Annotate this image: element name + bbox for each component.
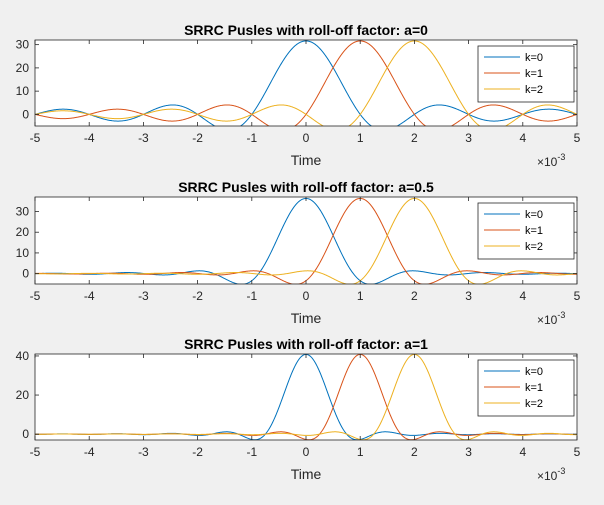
x-tick-label: 2 [411,289,418,303]
exponent-base: ×10 [537,313,558,327]
x-tick-label: 3 [465,131,472,145]
chart-title: SRRC Pusles with roll-off factor: a=0.5 [178,179,434,195]
x-tick-label: -4 [84,445,95,459]
subplot-1: SRRC Pusles with roll-off factor: a=0 -5 -… [16,22,581,169]
series-line-k2 [35,354,577,440]
x-tick-label: -4 [84,289,95,303]
x-tick-label: -2 [192,445,203,459]
legend-box [477,202,575,260]
x-tick-label: 3 [465,289,472,303]
x-tick-label: 5 [574,289,581,303]
x-tick-label: 3 [465,445,472,459]
y-tick-label: 30 [16,38,30,52]
x-tick-label: 1 [357,131,364,145]
subplot-3: SRRC Pusles with roll-off factor: a=1 -5 -… [16,336,581,483]
legend-entry-label: k=2 [525,398,543,410]
y-tick-label: 30 [16,205,30,219]
legend: k=0 k=1 k=2 [477,45,575,103]
legend-box [477,359,575,417]
y-tick-label: 0 [22,267,29,281]
x-tick-label: 1 [357,445,364,459]
x-tick-label: -1 [246,289,257,303]
x-tick-label: 2 [411,131,418,145]
x-tick-label: 1 [357,289,364,303]
legend: k=0 k=1 k=2 [477,202,575,260]
exponent-power: -3 [557,466,565,476]
x-tick-label: -1 [246,131,257,145]
x-exponent-label: ×10-3 [537,152,565,169]
chart-title: SRRC Pusles with roll-off factor: a=1 [184,336,428,352]
legend: k=0 k=1 k=2 [477,359,575,417]
legend-entry-label: k=2 [525,241,543,253]
x-tick-label: 4 [519,131,526,145]
x-tick-label: -5 [30,289,41,303]
x-tick-label: -4 [84,131,95,145]
x-tick-label: 2 [411,445,418,459]
x-tick-label: 0 [303,131,310,145]
y-tick-label: 0 [22,427,29,441]
subplot-2: SRRC Pusles with roll-off factor: a=0.5 -… [16,179,581,327]
x-tick-label: -2 [192,131,203,145]
legend-box [477,45,575,103]
y-tick-label: 10 [16,246,30,260]
x-tick-label: 4 [519,445,526,459]
x-tick-label: 0 [303,445,310,459]
chart-title: SRRC Pusles with roll-off factor: a=0 [184,22,428,38]
exponent-power: -3 [557,152,565,162]
y-tick-label: 0 [22,107,29,121]
y-tick-label: 20 [16,388,30,402]
x-tick-label: -3 [138,289,149,303]
y-tick-label: 10 [16,84,30,98]
x-tick-label: 5 [574,445,581,459]
y-tick-label: 20 [16,61,30,75]
y-tick-label: 20 [16,225,30,239]
exponent-power: -3 [557,310,565,320]
legend-entry-label: k=0 [525,52,543,64]
legend-entry-label: k=0 [525,209,543,221]
series-line-k2 [35,40,577,126]
x-tick-label: 0 [303,289,310,303]
x-tick-label: 5 [574,131,581,145]
x-tick-label: -5 [30,445,41,459]
y-tick-label: 40 [16,349,30,363]
x-tick-label: -3 [138,445,149,459]
x-axis-label: Time [291,310,322,326]
x-exponent-label: ×10-3 [537,310,565,327]
legend-entry-label: k=2 [525,84,543,96]
exponent-base: ×10 [537,155,558,169]
x-tick-label: 4 [519,289,526,303]
x-exponent-label: ×10-3 [537,466,565,483]
legend-entry-label: k=0 [525,366,543,378]
legend-entry-label: k=1 [525,225,543,237]
legend-entry-label: k=1 [525,382,543,394]
series-line-k2 [35,197,577,284]
x-tick-label: -3 [138,131,149,145]
x-axis-label: Time [291,466,322,482]
x-tick-label: -1 [246,445,257,459]
x-tick-label: -2 [192,289,203,303]
exponent-base: ×10 [537,469,558,483]
x-tick-label: -5 [30,131,41,145]
legend-entry-label: k=1 [525,68,543,80]
x-axis-label: Time [291,152,322,168]
